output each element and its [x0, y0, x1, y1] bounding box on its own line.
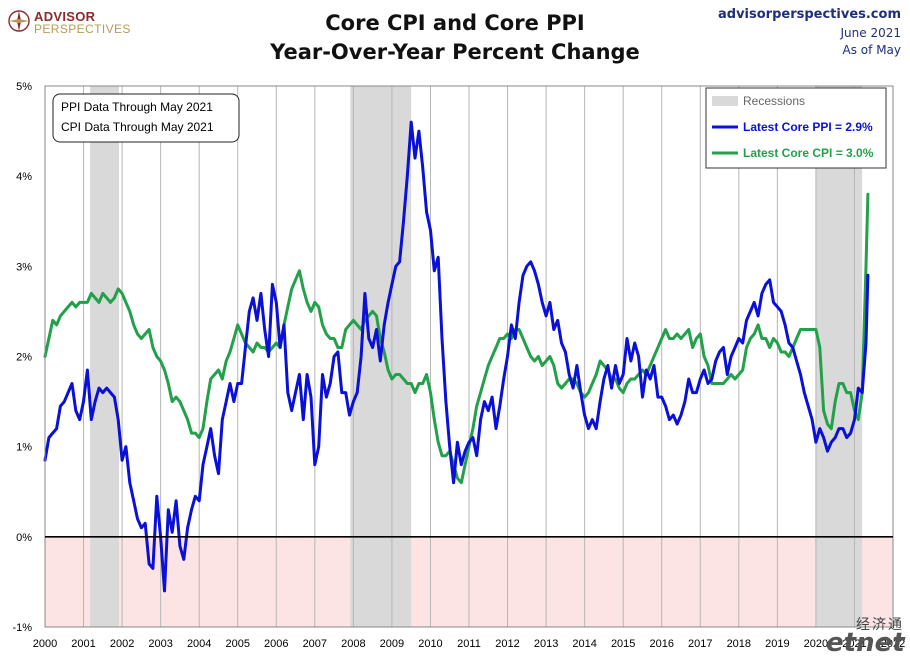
x-tick-label: 2000 [33, 638, 57, 650]
compass-rose-icon [8, 10, 30, 32]
y-tick-label: 2% [16, 352, 32, 364]
recession-band [90, 86, 120, 627]
y-tick-label: 3% [16, 261, 32, 273]
x-tick-label: 2017 [688, 638, 712, 650]
watermark-cn: 经济通 [856, 617, 904, 633]
x-tick-label: 2020 [804, 638, 828, 650]
x-tick-label: 2013 [534, 638, 558, 650]
x-tick-label: 2014 [572, 638, 596, 650]
x-tick-label: 2009 [380, 638, 404, 650]
y-tick-label: -1% [12, 622, 32, 634]
source-site: advisorperspectives.com [717, 7, 901, 22]
source-date: June 2021 [840, 26, 902, 40]
x-tick-label: 2005 [225, 638, 249, 650]
x-tick-label: 2011 [457, 638, 481, 650]
core-ppi-line [43, 120, 870, 593]
x-tick-label: 2007 [303, 638, 327, 650]
legend-recession-label: Recessions [743, 94, 805, 108]
legend-ppi-label: Latest Core PPI = 2.9% [743, 120, 873, 134]
x-tick-label: 2008 [341, 638, 365, 650]
notes-ppi-text: PPI Data Through May 2021 [61, 100, 213, 114]
y-tick-label: 4% [16, 171, 32, 183]
x-tick-label: 2002 [110, 638, 134, 650]
legend-recession-swatch [712, 96, 738, 106]
chart-title-line1: Core CPI and Core PPI [325, 11, 585, 35]
x-tick-label: 2006 [264, 638, 288, 650]
logo-text-top: ADVISOR [34, 9, 96, 24]
y-tick-label: 1% [16, 442, 32, 454]
chart-title-line2: Year-Over-Year Percent Change [270, 40, 640, 64]
x-tick-label: 2012 [495, 638, 519, 650]
x-tick-label: 2004 [187, 638, 211, 650]
x-tick-label: 2003 [148, 638, 172, 650]
x-tick-label: 2019 [765, 638, 789, 650]
y-tick-label: 0% [16, 532, 32, 544]
x-tick-label: 2022 [881, 638, 905, 650]
y-tick-label: 5% [16, 81, 32, 93]
core-cpi-line [43, 192, 870, 485]
x-tick-label: 2016 [649, 638, 673, 650]
x-tick-label: 2018 [727, 638, 751, 650]
x-tick-label: 2015 [611, 638, 635, 650]
notes-cpi-text: CPI Data Through May 2021 [61, 120, 214, 134]
logo-text-bottom: PERSPECTIVES [34, 22, 131, 36]
plot-border [44, 85, 894, 628]
x-tick-label: 2010 [418, 638, 442, 650]
x-tick-label: 2021 [842, 638, 866, 650]
legend-cpi-label: Latest Core CPI = 3.0% [743, 146, 874, 160]
advisor-perspectives-logo: ADVISOR PERSPECTIVES [8, 8, 133, 36]
watermark-en: etnet [826, 628, 905, 658]
source-as-of: As of May [842, 43, 901, 57]
notes-box [52, 93, 240, 143]
x-tick-label: 2001 [71, 638, 95, 650]
